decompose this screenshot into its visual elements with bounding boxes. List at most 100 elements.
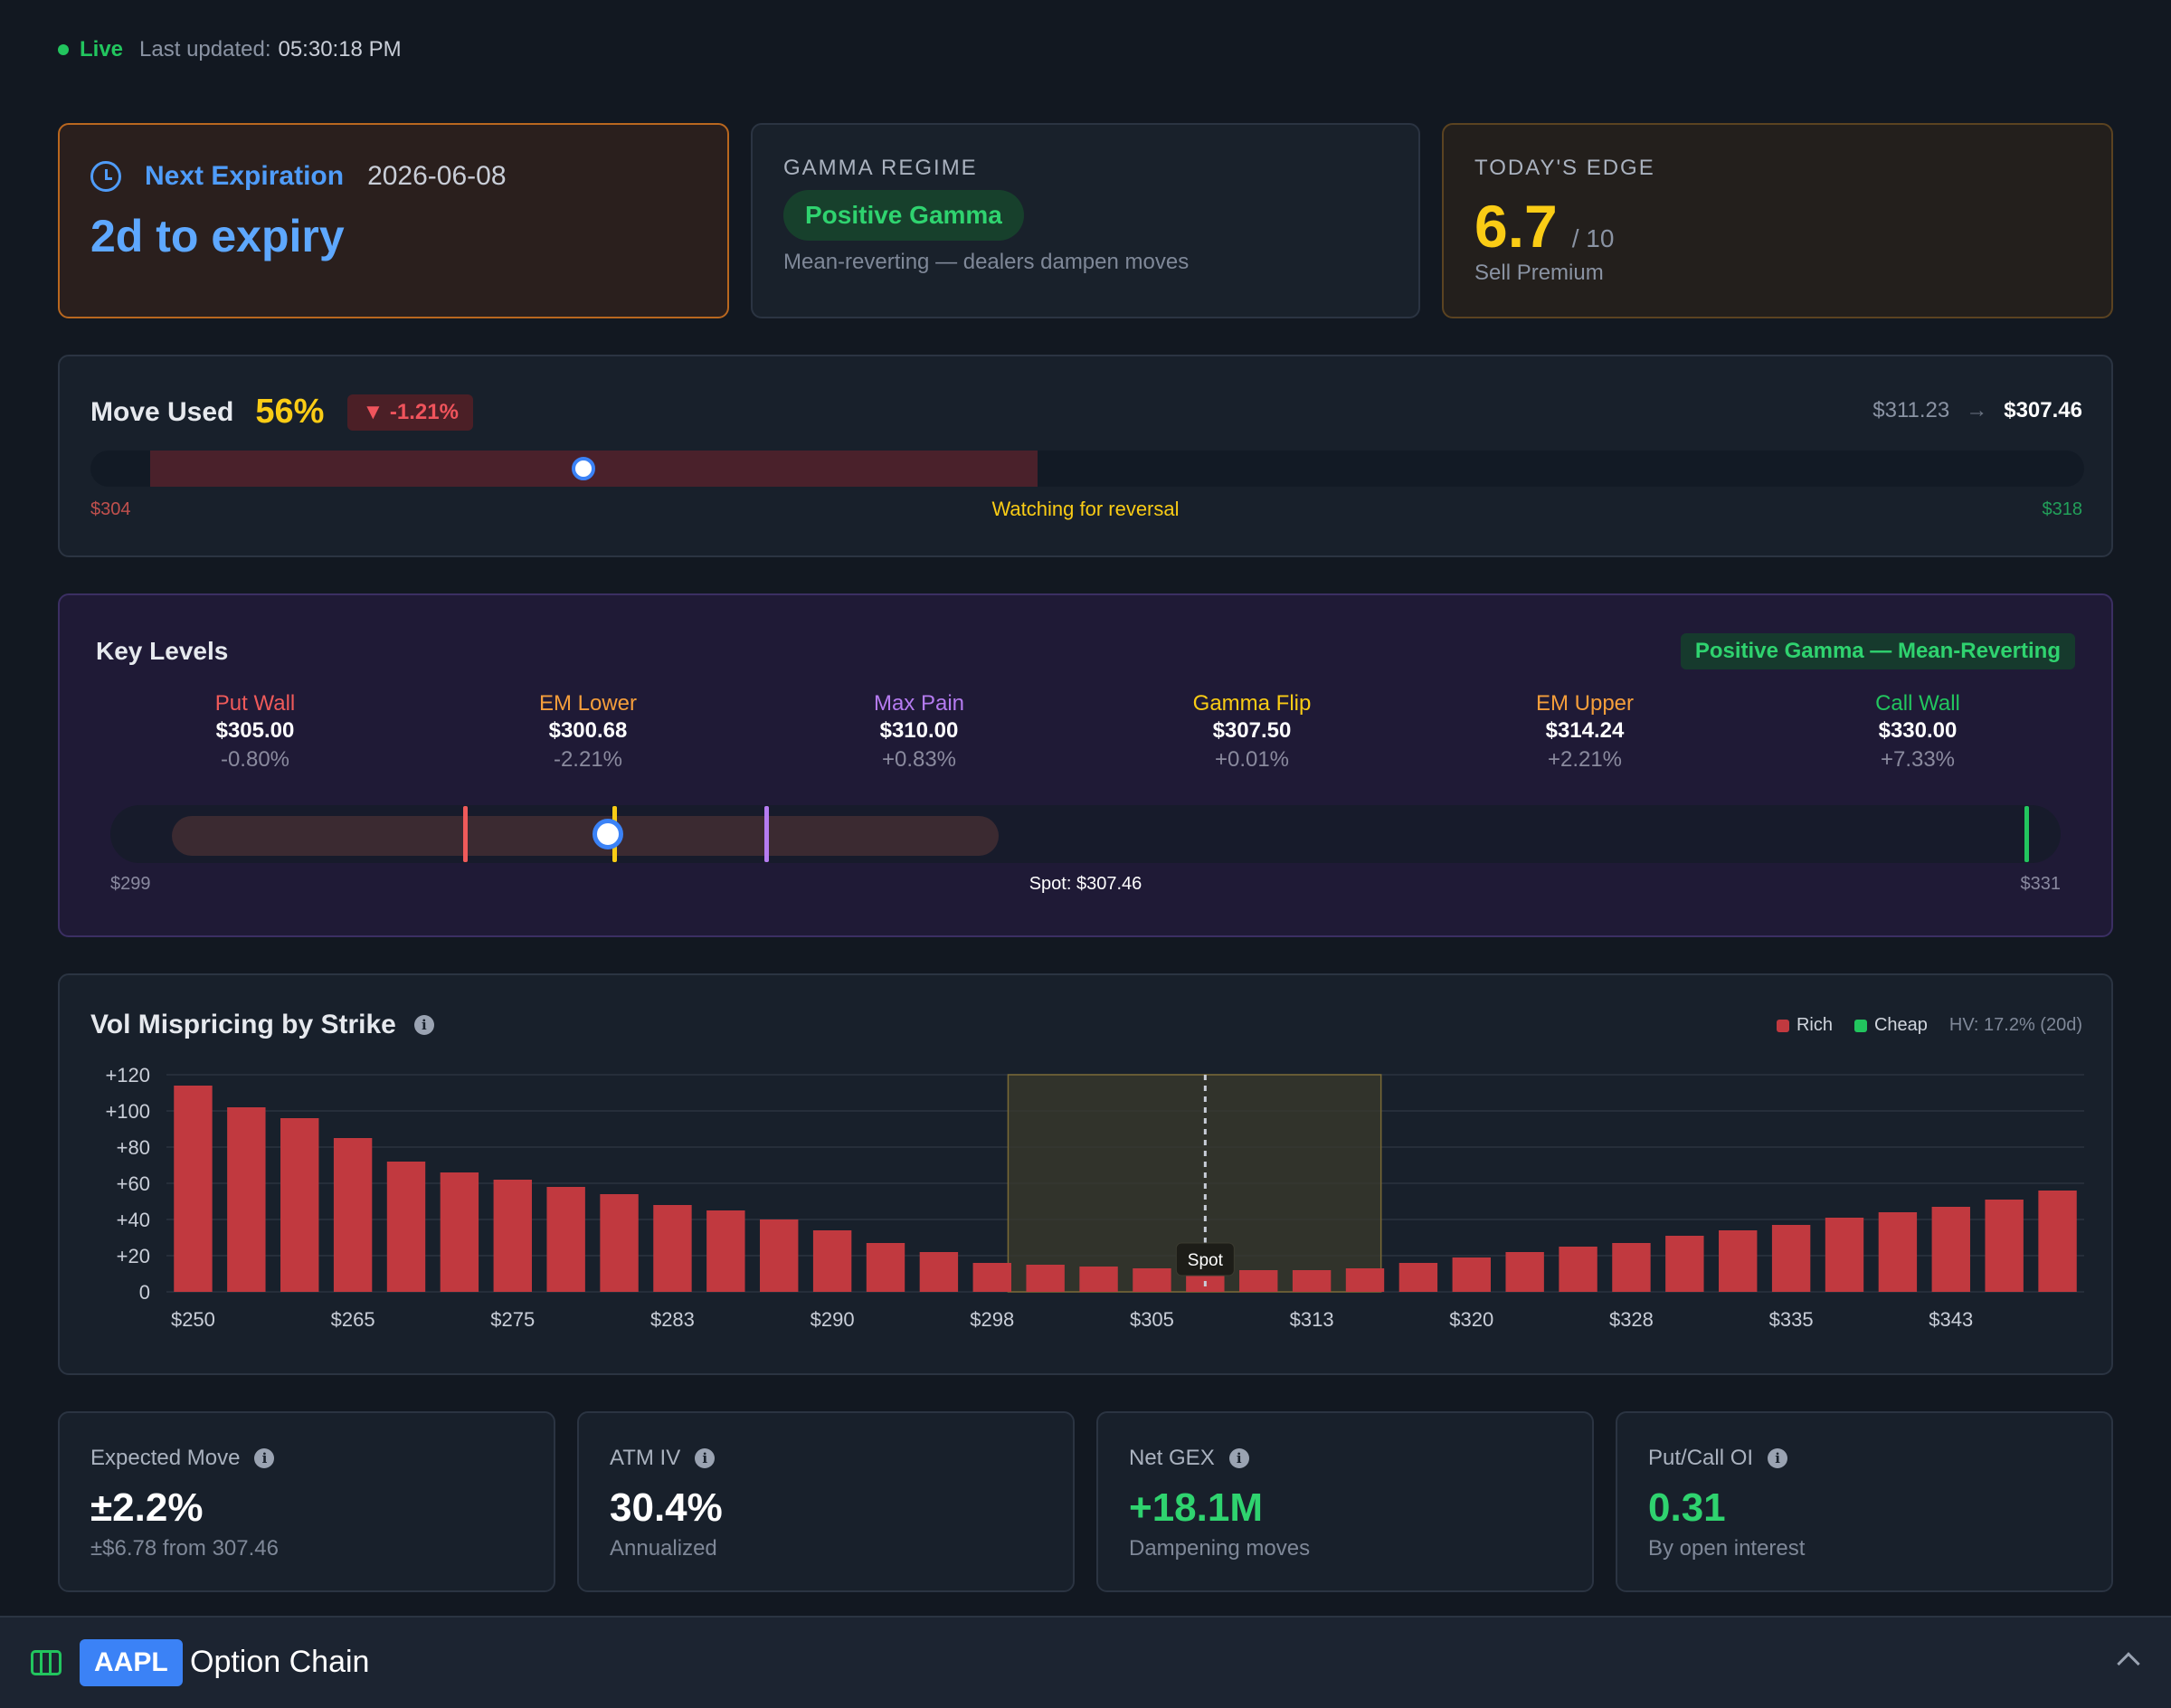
bar-strike-6 (493, 1180, 532, 1292)
next-expiration-label: Next Expiration (145, 161, 345, 191)
stat-subtext: Dampening moves (1129, 1536, 1311, 1561)
bar-strike-33 (1931, 1207, 1970, 1292)
expected-move-range (172, 816, 999, 856)
y-tick-label: 0 (139, 1281, 150, 1304)
columns-icon[interactable] (31, 1650, 62, 1675)
bar-strike-28 (1665, 1236, 1704, 1292)
level-marker-put-wall (463, 806, 468, 862)
stat-label: ATM IV (610, 1446, 681, 1470)
bar-strike-4 (386, 1162, 426, 1292)
bar-strike-26 (1559, 1247, 1597, 1292)
level-name: Gamma Flip (1192, 691, 1312, 716)
level-name: Call Wall (1875, 691, 1960, 716)
move-used-card: Move Used 56% ▼ -1.21% $311.23 → $307.46… (58, 355, 2113, 557)
info-icon[interactable]: i (1228, 1448, 1249, 1468)
next-expiration-card: Next Expiration 2026-06-08 2d to expiry (58, 123, 729, 318)
price-transition: $311.23 → $307.46 (1872, 398, 2082, 423)
x-tick-label: $305 (1130, 1308, 1174, 1331)
stat-subtext: ±$6.78 from 307.46 (90, 1536, 279, 1561)
bar-strike-15 (972, 1263, 1011, 1292)
spot-marker (593, 819, 623, 849)
arrow-right-icon: → (1966, 398, 1988, 422)
x-tick-label: $313 (1290, 1308, 1334, 1331)
x-tick-label: $283 (650, 1308, 695, 1331)
level-price: $300.68 (548, 718, 628, 743)
live-dot-icon (58, 44, 69, 55)
info-icon[interactable]: i (413, 1015, 434, 1035)
net-gex-card: Net GEX i +18.1M Dampening moves (1096, 1411, 1594, 1592)
bar-strike-7 (546, 1187, 585, 1292)
bar-strike-8 (600, 1194, 639, 1292)
edge-score: 6.7 (1474, 193, 1558, 260)
option-chain-bar[interactable]: AAPL Option Chain (0, 1616, 2171, 1708)
levels-axis-high: $331 (2020, 874, 2062, 894)
spot-marker (571, 457, 595, 480)
stat-subtext: Annualized (610, 1536, 717, 1561)
x-tick-label: $265 (331, 1308, 375, 1331)
y-tick-label: +20 (117, 1245, 150, 1267)
level-price: $330.00 (1878, 718, 1958, 743)
bar-strike-30 (1771, 1225, 1811, 1292)
bar-strike-24 (1452, 1257, 1491, 1292)
bar-strike-27 (1612, 1243, 1651, 1292)
level-call-wall: Call Wall $330.00 +7.33% (1800, 691, 2035, 773)
stat-label: Put/Call OI (1648, 1446, 1754, 1470)
bar-strike-14 (919, 1252, 959, 1292)
y-tick-label: +120 (105, 1064, 150, 1086)
info-icon[interactable]: i (1768, 1448, 1788, 1468)
key-levels-title: Key Levels (96, 637, 229, 665)
x-tick-label: $320 (1449, 1308, 1493, 1331)
stat-label: Expected Move (90, 1446, 241, 1470)
level-put-wall: Put Wall $305.00 -0.80% (137, 691, 373, 773)
chevron-up-icon[interactable] (2117, 1652, 2140, 1675)
bar-strike-5 (440, 1172, 479, 1292)
atm-iv-card: ATM IV i 30.4% Annualized (577, 1411, 1075, 1592)
bar-strike-34 (1985, 1200, 2024, 1292)
move-used-percent: 56% (255, 393, 325, 431)
key-levels-track (110, 805, 2061, 863)
bar-strike-13 (866, 1243, 905, 1292)
move-range-track (90, 451, 2084, 487)
legend-cheap-label: Cheap (1873, 1015, 1928, 1035)
x-tick-label: $250 (171, 1308, 215, 1331)
stat-value: 30.4% (610, 1485, 723, 1530)
stat-subtext: By open interest (1648, 1536, 1806, 1561)
stat-label: Net GEX (1129, 1446, 1215, 1470)
last-updated-label: Last updated: (139, 37, 271, 62)
level-em-upper: EM Upper $314.24 +2.21% (1467, 691, 1702, 773)
stat-value: 0.31 (1648, 1485, 1726, 1530)
key-levels-card: Key Levels Positive Gamma — Mean-Reverti… (58, 593, 2113, 937)
bar-strike-9 (653, 1205, 692, 1292)
level-percent: -2.21% (553, 747, 623, 772)
spot-label-box (1175, 1242, 1235, 1276)
level-name: EM Lower (538, 691, 638, 716)
y-tick-label: +100 (105, 1100, 150, 1123)
level-name: Put Wall (214, 691, 296, 716)
level-max-pain: Max Pain $310.00 +0.83% (801, 691, 1037, 773)
level-marker-max-pain (764, 806, 769, 862)
bar-strike-29 (1719, 1230, 1758, 1292)
info-icon[interactable]: i (695, 1448, 716, 1468)
historical-vol-label: HV: 17.2% (20d) (1948, 1015, 2082, 1035)
move-range-high: $318 (2042, 499, 2083, 519)
chart-legend: Rich Cheap HV: 17.2% (20d) (1776, 1015, 2082, 1036)
level-percent: -0.80% (220, 747, 290, 772)
time-to-expiry: 2d to expiry (90, 211, 345, 261)
move-range-low: $304 (90, 499, 131, 519)
info-icon[interactable]: i (254, 1448, 275, 1468)
bar-strike-11 (760, 1219, 799, 1292)
levels-axis-low: $299 (110, 874, 151, 894)
x-tick-label: $335 (1769, 1308, 1814, 1331)
x-tick-label: $290 (811, 1308, 855, 1331)
level-name: Max Pain (873, 691, 965, 716)
ticker-badge: AAPL (80, 1639, 183, 1686)
legend-rich-label: Rich (1796, 1015, 1833, 1035)
gamma-regime-description: Mean-reverting — dealers dampen moves (783, 250, 1190, 274)
vol-chart-title: Vol Mispricing by Strike (90, 1010, 396, 1039)
stat-value: ±2.2% (90, 1485, 204, 1530)
level-gamma-flip: Gamma Flip $307.50 +0.01% (1134, 691, 1370, 773)
bar-strike-2 (280, 1118, 319, 1292)
todays-edge-title: TODAY'S EDGE (1474, 156, 1655, 180)
level-price: $310.00 (879, 718, 959, 743)
move-used-label: Move Used (90, 396, 234, 427)
